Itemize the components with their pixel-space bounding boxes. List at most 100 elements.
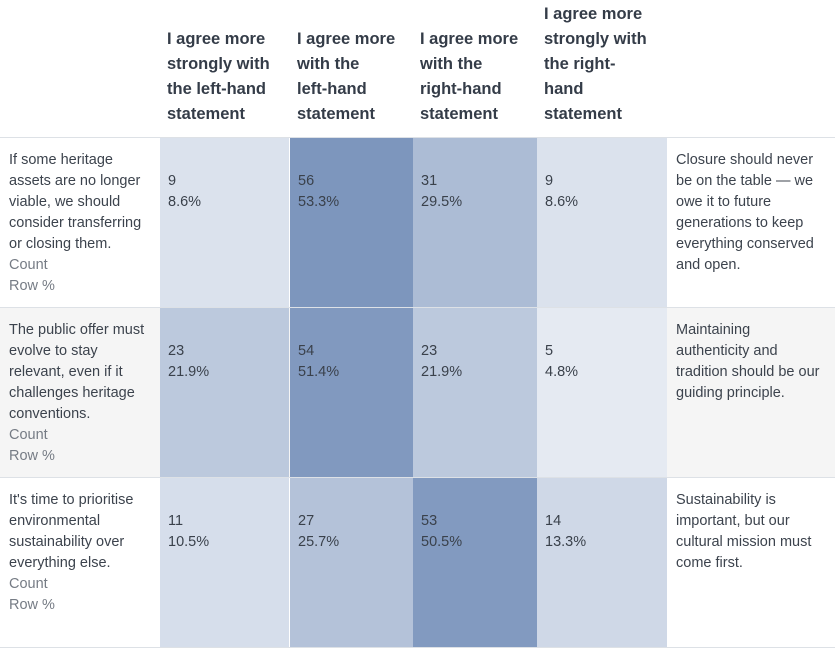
cell-count: 56 xyxy=(298,173,315,189)
cell-row-percent: 8.6% xyxy=(168,194,202,210)
cell-row-percent: 21.9% xyxy=(168,364,210,380)
left-statement-line: relevant, even if it xyxy=(9,364,123,380)
left-statement: If some heritage assets are no longer viab… xyxy=(9,150,157,297)
cell-count: 23 xyxy=(168,343,185,359)
cell-row-percent: 8.6% xyxy=(545,194,579,210)
column-header-line: statement xyxy=(420,105,498,123)
cell-count: 31 xyxy=(421,173,438,189)
cell-count: 53 xyxy=(421,513,438,529)
cell-row-percent: 29.5% xyxy=(421,194,463,210)
row-divider xyxy=(0,137,835,138)
heat-cell: 23 21.9% xyxy=(160,308,289,478)
left-statement-line: viable, we should xyxy=(9,194,121,210)
left-statement: It's time to prioritise environmental sust… xyxy=(9,490,157,616)
right-statement-line: important, but our xyxy=(676,513,790,529)
heat-cell: 23 21.9% xyxy=(413,308,537,478)
cell-count: 14 xyxy=(545,513,562,529)
cell-row-percent: 51.4% xyxy=(298,364,340,380)
left-statement: The public offer must evolve to stay relev… xyxy=(9,320,157,467)
heat-cell: 9 8.6% xyxy=(537,138,667,308)
column-header-line: the right- xyxy=(544,55,616,73)
left-statement-line: or closing them. xyxy=(9,236,112,252)
cell-count: 23 xyxy=(421,343,438,359)
right-statement: Sustainability is important, but our cultu… xyxy=(676,490,834,574)
column-header-label: I agree more strongly with the right-hand s… xyxy=(544,2,647,127)
cell-count: 9 xyxy=(168,173,177,189)
left-statement-line: It's time to prioritise xyxy=(9,492,134,508)
column-header-line: with the xyxy=(297,55,360,73)
row-divider xyxy=(0,307,835,308)
row-percent-label: Row % xyxy=(9,597,55,613)
cell-count: 11 xyxy=(168,513,184,529)
right-statement-line: and open. xyxy=(676,257,741,273)
column-header: I agree more strongly with the right-hand s… xyxy=(544,0,667,137)
left-statement-line: sustainability over xyxy=(9,534,125,550)
left-statement-line: conventions. xyxy=(9,406,91,422)
count-label: Count xyxy=(9,427,48,443)
left-statement-line: assets are no longer xyxy=(9,173,141,189)
heat-cell: 9 8.6% xyxy=(160,138,289,308)
column-header-line: strongly with xyxy=(544,30,647,48)
heat-cell: 14 13.3% xyxy=(537,478,667,648)
right-statement-line: come first. xyxy=(676,555,743,571)
heat-cell: 31 29.5% xyxy=(413,138,537,308)
cell-row-percent: 25.7% xyxy=(298,534,340,550)
count-label: Count xyxy=(9,576,48,592)
column-header-line: statement xyxy=(167,105,245,123)
heat-cell: 56 53.3% xyxy=(290,138,413,308)
heat-cell: 11 10.5% xyxy=(160,478,289,648)
row-percent-label: Row % xyxy=(9,278,55,294)
right-statement-line: guiding principle. xyxy=(676,385,785,401)
column-header: I agree more with the left-hand statement xyxy=(297,0,413,137)
right-statement: Closure should never be on the table — we… xyxy=(676,150,834,276)
right-statement-line: tradition should be our xyxy=(676,364,820,380)
cell-row-percent: 50.5% xyxy=(421,534,463,550)
column-header-line: I agree more xyxy=(544,5,643,23)
cell-row-percent: 21.9% xyxy=(421,364,463,380)
column-header: I agree more strongly with the left-hand st… xyxy=(167,0,289,137)
right-statement-line: Closure should never xyxy=(676,152,814,168)
column-header-line: I agree more xyxy=(167,30,266,48)
cell-count: 27 xyxy=(298,513,315,529)
right-statement-line: cultural mission must xyxy=(676,534,812,550)
column-header-line: I agree more xyxy=(420,30,519,48)
column-header-line: statement xyxy=(297,105,375,123)
left-statement-line: The public offer must xyxy=(9,322,145,338)
right-statement-line: authenticity and xyxy=(676,343,778,359)
cell-row-percent: 53.3% xyxy=(298,194,340,210)
cell-row-percent: 4.8% xyxy=(545,364,579,380)
row-divider xyxy=(0,477,835,478)
column-header-line: the left-hand xyxy=(167,80,266,98)
row-percent-label: Row % xyxy=(9,448,55,464)
heat-cell: 53 50.5% xyxy=(413,478,537,648)
right-statement-line: Sustainability is xyxy=(676,492,776,508)
left-statement-line: evolve to stay xyxy=(9,343,98,359)
right-statement-line: be on the table — we xyxy=(676,173,814,189)
heat-cell: 5 4.8% xyxy=(537,308,667,478)
cell-count: 54 xyxy=(298,343,315,359)
right-statement-line: Maintaining xyxy=(676,322,751,338)
column-header-line: strongly with xyxy=(167,55,270,73)
count-label: Count xyxy=(9,257,48,273)
column-header-label: I agree more strongly with the left-hand st… xyxy=(167,27,270,127)
right-statement-line: generations to keep xyxy=(676,215,804,231)
left-statement-line: everything else. xyxy=(9,555,111,571)
cell-count: 5 xyxy=(545,343,554,359)
heat-cell: 54 51.4% xyxy=(290,308,413,478)
left-statement-line: consider transferring xyxy=(9,215,142,231)
cell-row-percent: 13.3% xyxy=(545,534,587,550)
cell-row-percent: 10.5% xyxy=(168,534,210,550)
left-statement-line: challenges heritage xyxy=(9,385,135,401)
column-header-label: I agree more with the left-hand statement xyxy=(297,27,395,127)
column-header-line: hand xyxy=(544,80,584,98)
right-statement-line: everything conserved xyxy=(676,236,814,252)
heat-cell: 27 25.7% xyxy=(290,478,413,648)
column-header-line: left-hand xyxy=(297,80,367,98)
column-header: I agree more with the right-hand statement xyxy=(420,0,537,137)
column-header-label: I agree more with the right-hand statement xyxy=(420,27,518,127)
column-header-line: right-hand xyxy=(420,80,502,98)
cell-count: 9 xyxy=(545,173,554,189)
right-statement: Maintaining authenticity and tradition sho… xyxy=(676,320,834,404)
left-statement-line: environmental xyxy=(9,513,101,529)
